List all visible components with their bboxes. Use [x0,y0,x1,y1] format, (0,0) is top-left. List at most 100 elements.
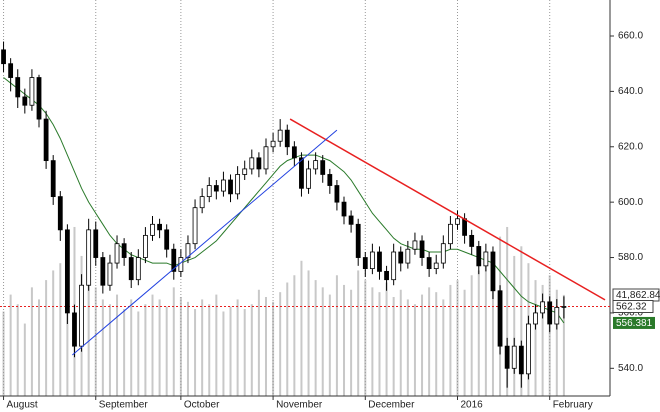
volume-bar [513,255,516,396]
candle-body [433,262,439,270]
candle-body [29,77,35,106]
x-tick-label: September [99,400,149,411]
volume-bar [137,311,140,396]
volume-bar [30,287,33,396]
candle-body [412,240,418,250]
volume-bar [484,263,487,396]
candle-body [533,312,538,325]
x-tick-label: December [368,400,415,411]
trendline [72,129,338,356]
ma-label: 556.381 [616,318,653,329]
volume-bar [293,275,296,396]
candle-body [291,146,297,159]
volume-bar [279,292,282,396]
candle-body [377,251,382,272]
x-tick-label: October [184,400,220,411]
volume-bar [257,289,260,396]
volume-bar [357,270,360,396]
volume-bar [94,287,97,396]
volume-bar [2,311,5,396]
volume-bar [392,297,395,396]
candle-body [114,243,120,264]
volume-bar [186,301,189,396]
volume-bar [541,284,544,396]
volume-bar [364,280,367,396]
volume-bar [456,280,459,396]
volume-bar [491,251,494,396]
candle-body [483,251,489,267]
volume-bar [45,280,48,396]
volume-bar [236,299,239,396]
candle-body [249,157,255,170]
candle-body [206,185,212,198]
candle-body [504,345,510,369]
candle-body [228,179,233,195]
candle-body [135,257,141,281]
y-tick-label: 640.0 [618,86,643,97]
y-tick-label: 560.0 [618,308,643,319]
candle-body [64,229,70,314]
volume-bar [243,309,246,396]
candle-body [306,168,311,189]
candle-body [455,218,460,225]
volume-bar [130,299,133,396]
candle-body [277,129,283,142]
volume-bar [264,297,267,396]
candle-body [57,196,63,231]
volume-bar [520,246,523,396]
candle-body [355,223,361,258]
volume-bar [194,309,197,396]
candle-body [405,248,411,264]
volume-bar [335,275,338,396]
candle-body [554,306,560,325]
volume-bar [562,294,565,396]
volume-bar [449,284,452,396]
volume-bar [151,294,154,396]
candle-body [199,196,205,209]
candle-body [440,243,446,264]
candle-body [561,306,567,308]
volume-bar [406,299,409,396]
candle-body [150,223,155,236]
price-label: 562.32 [616,302,647,313]
candle-body [213,185,219,192]
candle-body [242,168,248,175]
candle-body [43,118,49,162]
volume-bar [101,299,104,396]
candle-body [284,129,290,148]
volume-label: 41,862.84 [616,290,660,301]
candle-body [157,223,162,231]
candle-body [462,218,467,236]
candle-body [334,185,340,203]
candle-body [518,345,524,375]
x-tick-label: August [7,400,38,411]
volume-bar [477,270,480,396]
volume-bar [463,289,466,396]
candle-body [391,251,397,281]
candle-body [256,157,262,170]
candle-body [270,140,276,148]
price-label-box [612,299,654,313]
candle-body [369,251,375,270]
candle-body [36,77,42,120]
volume-bar [222,311,225,396]
volume-bar [201,299,204,396]
volume-bar [38,299,41,396]
candle-body [93,229,99,258]
volume-bar [385,282,388,396]
volume-bar [9,294,12,396]
candle-body [86,229,92,286]
volume-bar [165,306,168,396]
volume-bar [52,270,55,396]
candle-body [341,201,347,217]
volume-bar [108,304,111,396]
candle-body [79,284,84,347]
candle-body [511,345,517,369]
volume-bar [534,280,537,396]
volume-bar [328,294,331,396]
candle-body [100,257,106,286]
volume-bar [421,294,424,396]
volume-bar [59,263,62,396]
candle-body [164,229,170,250]
